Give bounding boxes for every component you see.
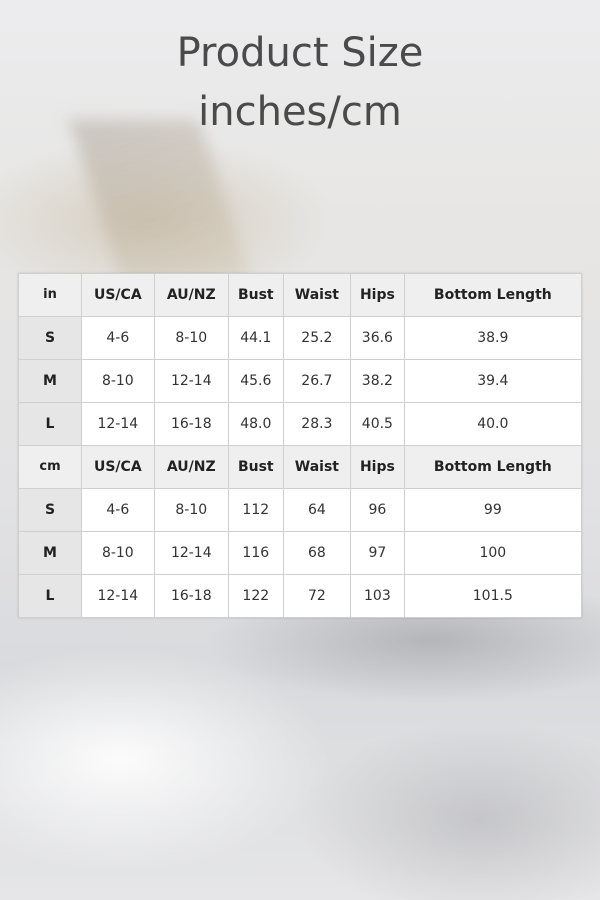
page-title: Product Size [176, 30, 424, 76]
table-row: S 4-6 8-10 112 64 96 99 [18, 488, 583, 532]
size-label: M [18, 531, 82, 575]
table-cell: 36.6 [350, 316, 405, 360]
table-cell: 16-18 [153, 402, 229, 446]
table-cell: 39.4 [403, 359, 583, 403]
table-cell: 4-6 [81, 316, 155, 360]
size-label: S [18, 488, 82, 532]
size-label: S [18, 316, 82, 360]
column-header: Waist [282, 273, 352, 317]
table-cell: 40.5 [350, 402, 405, 446]
table-cell: 64 [282, 488, 352, 532]
table-row: M 8-10 12-14 116 68 97 100 [18, 531, 583, 575]
unit-label: cm [18, 445, 82, 489]
table-cell: 45.6 [227, 359, 284, 403]
table-cell: 99 [403, 488, 583, 532]
table-cell: 4-6 [81, 488, 155, 532]
table-cell: 48.0 [227, 402, 284, 446]
size-label: M [18, 359, 82, 403]
table-cell: 12-14 [81, 574, 155, 618]
column-header: Bust [227, 273, 284, 317]
table-cell: 16-18 [153, 574, 229, 618]
column-header: Bottom Length [403, 273, 583, 317]
column-header: US/CA [81, 445, 155, 489]
table-cell: 97 [350, 531, 405, 575]
table-cell: 8-10 [81, 531, 155, 575]
column-header: US/CA [81, 273, 155, 317]
column-header: Waist [282, 445, 352, 489]
table-cell: 122 [227, 574, 284, 618]
background-wing [69, 120, 251, 280]
table-cell: 12-14 [153, 359, 229, 403]
table-cell: 68 [282, 531, 352, 575]
unit-label: in [18, 273, 82, 317]
table-cell: 101.5 [403, 574, 583, 618]
table-cell: 38.9 [403, 316, 583, 360]
table-row: L 12-14 16-18 48.0 28.3 40.5 40.0 [18, 402, 583, 446]
table-cell: 116 [227, 531, 284, 575]
table-cell: 12-14 [81, 402, 155, 446]
table-cell: 25.2 [282, 316, 352, 360]
column-header: Bust [227, 445, 284, 489]
column-header: AU/NZ [153, 273, 229, 317]
size-label: L [18, 574, 82, 618]
size-label: L [18, 402, 82, 446]
table-cell: 112 [227, 488, 284, 532]
column-header: Bottom Length [403, 445, 583, 489]
header-row-in: in US/CA AU/NZ Bust Waist Hips Bottom Length [18, 273, 583, 317]
table-row: M 8-10 12-14 45.6 26.7 38.2 39.4 [18, 359, 583, 403]
table-cell: 26.7 [282, 359, 352, 403]
table-cell: 8-10 [153, 488, 229, 532]
page-subtitle: inches/cm [198, 89, 402, 135]
table-cell: 8-10 [81, 359, 155, 403]
table-row: S 4-6 8-10 44.1 25.2 36.6 38.9 [18, 316, 583, 360]
table-cell: 28.3 [282, 402, 352, 446]
column-header: Hips [350, 445, 405, 489]
column-header: AU/NZ [153, 445, 229, 489]
table-cell: 103 [350, 574, 405, 618]
column-header: Hips [350, 273, 405, 317]
table-cell: 40.0 [403, 402, 583, 446]
table-cell: 72 [282, 574, 352, 618]
table-cell: 96 [350, 488, 405, 532]
header-row-cm: cm US/CA AU/NZ Bust Waist Hips Bottom Length [18, 445, 583, 489]
table-cell: 8-10 [153, 316, 229, 360]
size-chart-table: in US/CA AU/NZ Bust Waist Hips Bottom Length S 4… [18, 273, 583, 618]
table-row: L 12-14 16-18 122 72 103 101.5 [18, 574, 583, 618]
table-cell: 44.1 [227, 316, 284, 360]
table-cell: 100 [403, 531, 583, 575]
table-cell: 12-14 [153, 531, 229, 575]
table-cell: 38.2 [350, 359, 405, 403]
